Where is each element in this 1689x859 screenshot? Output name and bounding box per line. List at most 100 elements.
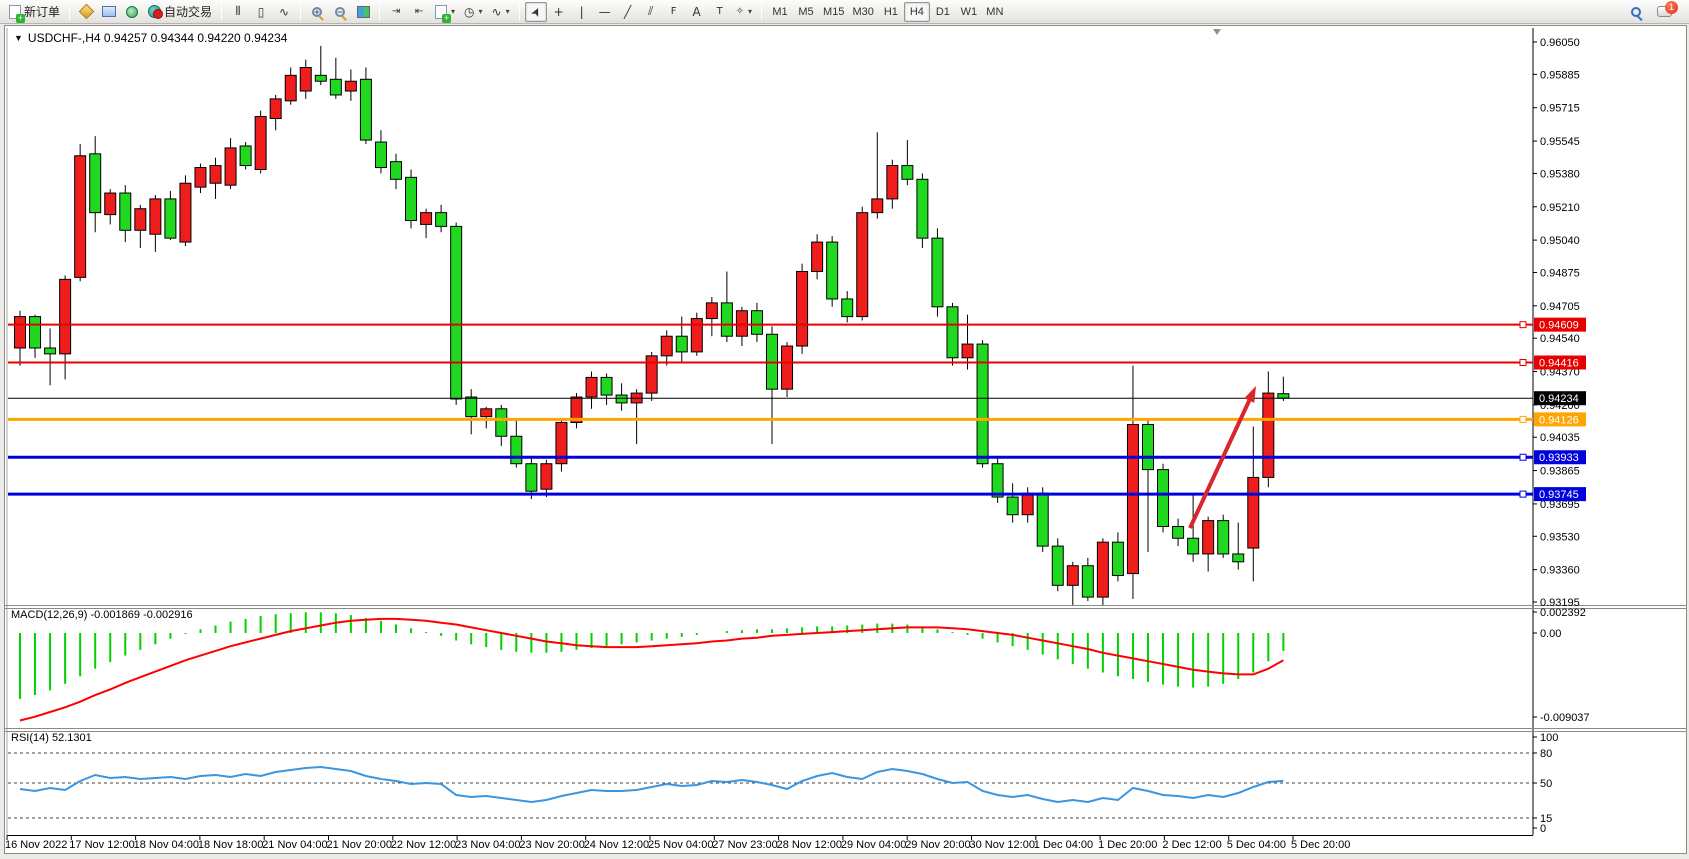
fibonacci-tool-button[interactable]: F (663, 2, 685, 22)
timeframe-button-h4[interactable]: H4 (903, 1, 930, 22)
candle-body (1262, 392, 1275, 478)
candle-body (1081, 565, 1094, 598)
date-tick-label: 27 Nov 23:00 (712, 839, 777, 851)
hline-tool-button[interactable]: — (594, 2, 616, 22)
trend-arrow-annotation[interactable] (1188, 386, 1256, 529)
price-tag: 0.93745 (1534, 487, 1586, 502)
candlestick-chart-button[interactable]: ▯ (250, 2, 272, 22)
line-chart-button[interactable]: ∿ (273, 2, 295, 22)
price-tick-label: 0.93360 (1540, 565, 1580, 577)
candle-body (1051, 545, 1064, 586)
candle-body (1021, 492, 1034, 516)
date-tick-label: 1 Dec 04:00 (1034, 839, 1093, 851)
search-icon (1631, 6, 1641, 17)
candle-body (705, 302, 718, 320)
candle-body (720, 302, 733, 337)
zoom-in-icon: + (312, 6, 323, 17)
macd-signal-line (19, 617, 1284, 722)
new-order-button[interactable]: 新订单 (5, 2, 64, 23)
monitor-icon (102, 6, 117, 17)
auto-scroll-button[interactable]: ⇥ (385, 2, 407, 22)
timeframe-button-m5[interactable]: M5 (798, 5, 814, 18)
channel-tool-button[interactable]: ⫽ (640, 2, 662, 22)
price-tag: 0.94126 (1534, 412, 1586, 427)
candle-body (314, 74, 327, 82)
candle-body (1096, 541, 1109, 598)
candle-body (1066, 565, 1079, 586)
pane-separator[interactable] (5, 605, 1686, 609)
search-button[interactable] (1625, 2, 1647, 22)
zoom-out-button[interactable]: − (329, 2, 351, 22)
notifications-button[interactable]: 1 (1653, 1, 1678, 22)
line-handle[interactable] (1519, 415, 1527, 423)
timeframe-button-m1[interactable]: M1 (772, 5, 788, 18)
line-handle[interactable] (1519, 321, 1527, 329)
candle-body (931, 237, 944, 308)
symbol-title[interactable]: ▼ USDCHF-,H4 0.94257 0.94344 0.94220 0.9… (14, 31, 287, 45)
candle-body (645, 355, 658, 394)
new-chart-button[interactable]: ▾ (431, 2, 459, 23)
chart-window[interactable] (4, 25, 1687, 854)
text-tool-button[interactable]: A (686, 2, 708, 22)
toolbar-separator (761, 3, 763, 20)
price-tag: 0.94416 (1534, 355, 1586, 370)
tile-windows-button[interactable] (352, 2, 374, 22)
timeframe-button-m30[interactable]: M30 (852, 5, 874, 18)
date-tick-label: 18 Nov 04:00 (134, 839, 199, 851)
pane-separator[interactable] (5, 728, 1686, 732)
candle-body (600, 376, 613, 396)
candle-body (750, 310, 763, 335)
rsi-pane: 100 80 50 150 (8, 732, 1558, 835)
terminal-button[interactable] (98, 2, 120, 22)
candle-body (570, 396, 583, 424)
candle-body (465, 396, 478, 418)
candle-body (1202, 520, 1215, 555)
candle-body (540, 463, 553, 490)
candle-body (269, 98, 282, 119)
svg-text:0.94416: 0.94416 (1539, 358, 1579, 370)
date-axis[interactable]: 16 Nov 2022 17 Nov 12:0018 Nov 04:0018 No… (5, 835, 1350, 852)
toolbar-separator (379, 3, 381, 20)
zoom-in-button[interactable]: + (306, 2, 328, 22)
rsi-tick-label: 15 (1540, 813, 1552, 825)
strategy-tester-button[interactable] (121, 2, 143, 22)
date-tick-label: 23 Nov 20:00 (519, 839, 584, 851)
crosshair-tool-button[interactable]: + (548, 2, 570, 22)
line-handle[interactable] (1519, 359, 1527, 367)
auto-trading-button[interactable]: 自动交易 (144, 2, 216, 22)
date-tick-label: 30 Nov 12:00 (970, 839, 1035, 851)
timeframe-button-mn[interactable]: MN (986, 5, 1004, 18)
period-button[interactable]: ◷ ▾ (460, 2, 487, 22)
chart-shift-button[interactable]: ⇤ (408, 2, 430, 22)
auto-trading-icon (148, 5, 164, 19)
svg-text:0.93745: 0.93745 (1539, 489, 1579, 501)
timeframe-button-w1[interactable]: W1 (960, 5, 978, 18)
vline-tool-button[interactable]: | (571, 2, 593, 22)
timeframe-button-h1[interactable]: H1 (883, 5, 898, 18)
date-tick-label: 18 Nov 18:00 (198, 839, 263, 851)
rsi-tick-label: 100 (1540, 732, 1558, 744)
candle-body (344, 80, 357, 92)
indicators-button[interactable]: ∿ ▾ (488, 2, 514, 22)
price-tick-label: 0.93865 (1540, 466, 1580, 478)
arrows-tool-button[interactable]: ✧ ▾ (732, 2, 756, 22)
candle-body (224, 147, 237, 186)
toolbar-separator (518, 3, 520, 20)
line-handle[interactable] (1519, 490, 1527, 498)
price-axis[interactable]: 0.96050 0.95885 0.95715 0.95545 0.95380 0.952… (1533, 37, 1580, 609)
macd-label: MACD(12,26,9) -0.001869 -0.002916 (11, 609, 193, 621)
horizontal-lines[interactable]: 0.94609 0.94416 0.94234 0.94126 0.93933 0.937… (8, 317, 1586, 502)
candle-body (1172, 525, 1185, 539)
trendline-tool-button[interactable]: ╱ (617, 2, 639, 22)
line-handle[interactable] (1519, 453, 1527, 461)
candle-body (1006, 496, 1019, 516)
candle-body (134, 208, 147, 231)
bar-chart-button[interactable]: ⫴ (227, 2, 249, 22)
cursor-tool-button[interactable]: ➤ (524, 1, 547, 22)
candle-body (555, 422, 568, 465)
label-tool-button[interactable]: T (709, 2, 731, 22)
timeframe-button-m15[interactable]: M15 (823, 5, 845, 18)
timeframe-group: M1 M5 M15 M30 H1 H4 D1 W1 MN (767, 1, 1008, 22)
timeframe-button-d1[interactable]: D1 (935, 5, 950, 18)
